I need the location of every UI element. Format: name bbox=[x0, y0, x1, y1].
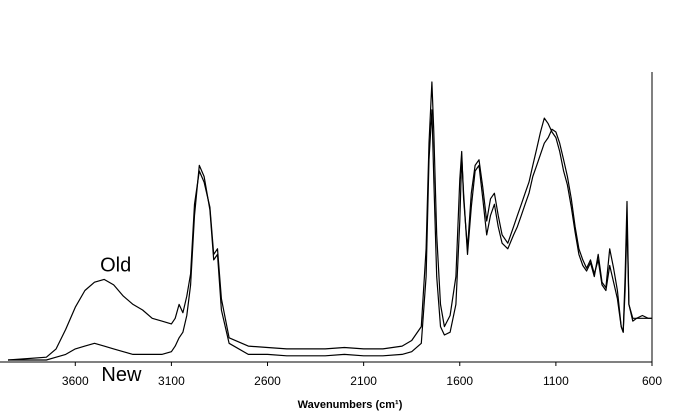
series-label-new: New bbox=[101, 364, 142, 386]
series-layer bbox=[7, 81, 652, 361]
x-tick-label: 2600 bbox=[254, 374, 281, 388]
series-label-old: Old bbox=[100, 254, 131, 276]
series-line-old bbox=[7, 81, 652, 361]
x-tick-label: 3100 bbox=[158, 374, 185, 388]
x-tick-label: 2100 bbox=[350, 374, 377, 388]
series-line-new bbox=[8, 109, 652, 361]
x-tick-layer: 3600 3100 2600 2100 1600 1100 600 bbox=[62, 362, 662, 388]
x-tick-label: 1100 bbox=[543, 374, 569, 388]
x-tick-label: 1600 bbox=[446, 374, 473, 388]
x-tick-label: 3600 bbox=[62, 374, 89, 388]
x-axis-title: Wavenumbers (cm¹) bbox=[298, 399, 403, 411]
x-tick-label: 600 bbox=[642, 374, 662, 388]
